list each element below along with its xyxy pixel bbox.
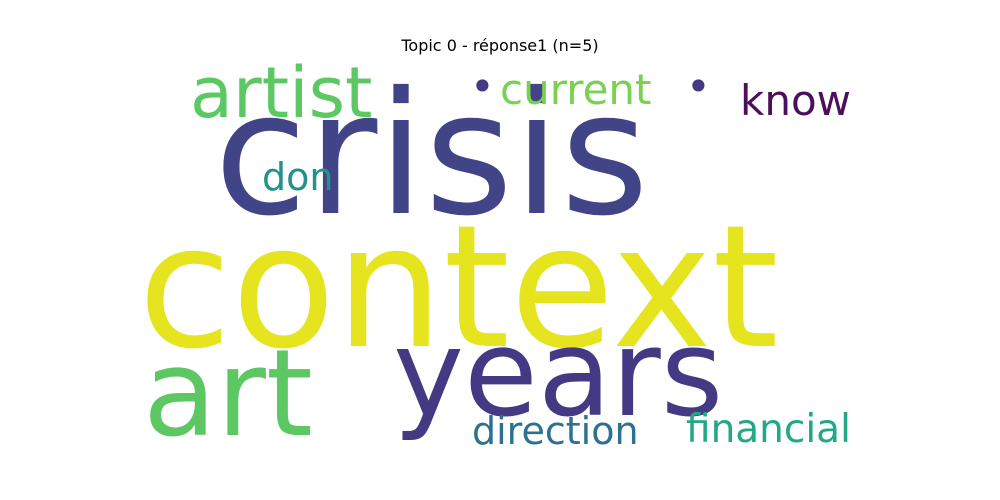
word-crisis: crisis: [214, 56, 649, 254]
word-years: years: [393, 305, 724, 444]
word-artist: artist: [190, 52, 373, 134]
word-current: current: [500, 65, 652, 114]
word-don: don: [262, 155, 334, 199]
word-bullet-2: •: [686, 62, 711, 111]
chart-title: Topic 0 - réponse1 (n=5): [401, 36, 599, 55]
word-direction: direction: [472, 409, 639, 453]
word-context: context: [138, 189, 779, 387]
word-financial: financial: [686, 407, 851, 452]
word-art: art: [143, 325, 313, 464]
word-bullet-1: •: [470, 62, 495, 111]
word-know: know: [740, 76, 851, 125]
